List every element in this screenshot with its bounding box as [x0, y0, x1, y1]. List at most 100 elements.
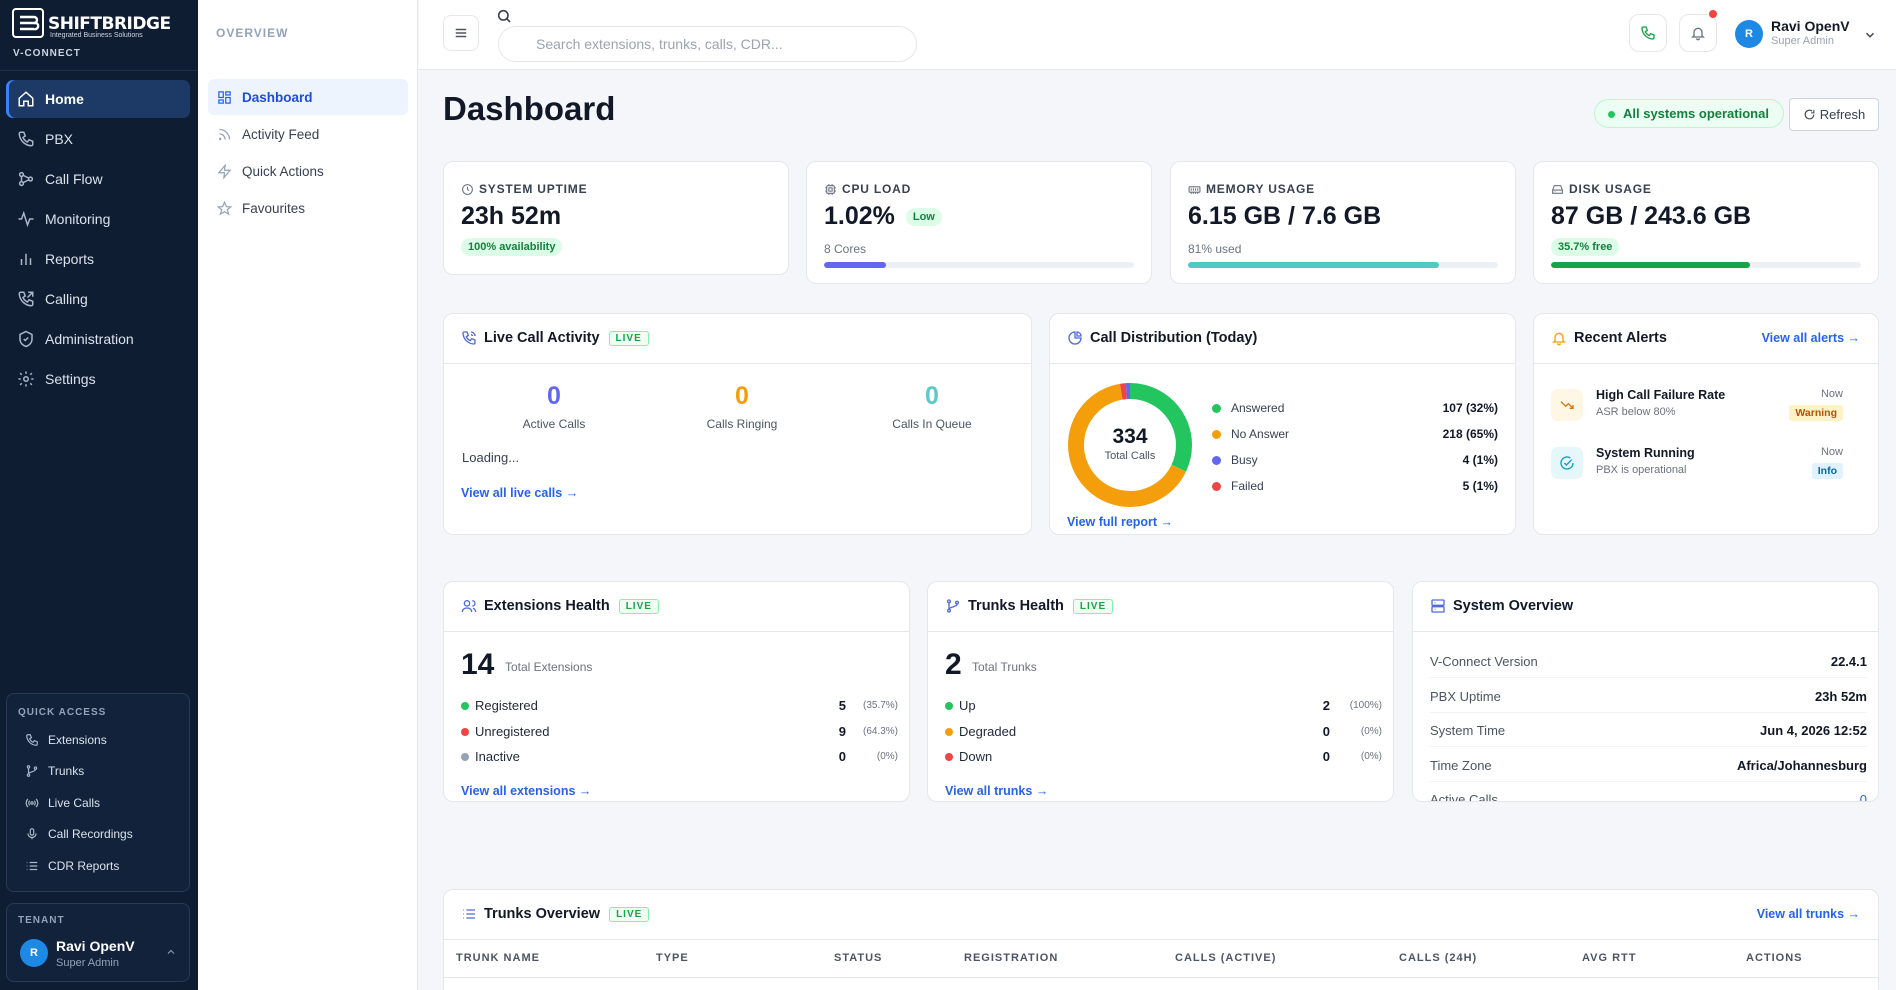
- extensions-health-card: Extensions Health LIVE 14 Total Extensio…: [443, 581, 910, 802]
- sidebar-item-label: Settings: [45, 371, 96, 387]
- sidebar: SHIFTBRIDGE Integrated Business Solution…: [0, 0, 198, 990]
- column-header[interactable]: AVG RTT: [1582, 952, 1637, 964]
- column-header[interactable]: TRUNK NAME: [456, 952, 540, 964]
- top-bar: R Ravi OpenV Super Admin: [419, 0, 1896, 70]
- alert-item[interactable]: High Call Failure Rate ASR below 80% Now…: [1551, 387, 1861, 433]
- shield-icon: [19, 330, 33, 348]
- quick-access-label: CDR Reports: [48, 858, 120, 873]
- sidebar-item-monitoring[interactable]: Monitoring: [6, 200, 190, 238]
- health-name: Up: [959, 698, 976, 713]
- call-distribution-card: Call Distribution (Today) 334 Total Call…: [1049, 313, 1516, 535]
- column-header[interactable]: ACTIONS: [1746, 952, 1803, 964]
- health-value: 9: [838, 724, 846, 739]
- quick-access-extensions[interactable]: Extensions: [13, 724, 183, 756]
- sidebar-item-call-flow[interactable]: Call Flow: [6, 160, 190, 198]
- disk-icon: [1552, 184, 1563, 194]
- system-value: Africa/Johannesburg: [1736, 758, 1867, 773]
- brand-logo[interactable]: SHIFTBRIDGE Integrated Business Solution…: [12, 8, 187, 40]
- health-pct: (0%): [876, 751, 898, 762]
- flow-icon: [18, 171, 34, 187]
- alert-title: High Call Failure Rate: [1596, 388, 1726, 402]
- cpu-card: CPU LOAD 1.02% Low 8 Cores: [806, 161, 1152, 284]
- subnav-item-quick-actions[interactable]: Quick Actions: [208, 153, 408, 189]
- system-key: Time Zone: [1430, 758, 1492, 773]
- column-header[interactable]: CALLS (24H): [1399, 952, 1478, 964]
- load-badge: Low: [905, 208, 942, 227]
- quick-access-cdr-reports[interactable]: CDR Reports: [13, 850, 183, 882]
- subnav-item-activity-feed[interactable]: Activity Feed: [208, 116, 408, 152]
- sidebar-item-pbx[interactable]: PBX: [6, 120, 190, 158]
- phone-button[interactable]: [1629, 14, 1667, 52]
- sidebar-nav: Home PBX Call Flow Monitoring Reports Ca…: [6, 80, 190, 400]
- avatar: R: [20, 939, 48, 967]
- quick-access-label: Live Calls: [48, 795, 101, 810]
- tenant-switcher[interactable]: TENANT R Ravi OpenV Super Admin: [6, 903, 190, 982]
- alert-item[interactable]: System Running PBX is operational Now In…: [1551, 445, 1861, 491]
- subnav-item-label: Dashboard: [242, 89, 313, 105]
- quick-access-call-recordings[interactable]: Call Recordings: [13, 819, 183, 851]
- view-all-trunks-link[interactable]: View all trunks →: [945, 784, 1049, 798]
- donut-segment-busy: [1068, 383, 1192, 507]
- active-calls-value: 0: [547, 382, 561, 410]
- quick-access-live-calls[interactable]: Live Calls: [13, 787, 183, 819]
- product-name: V-CONNECT: [13, 48, 81, 59]
- server-icon: [1431, 599, 1445, 613]
- sidebar-item-calling[interactable]: Calling: [6, 280, 190, 318]
- user-name[interactable]: Ravi OpenV: [1771, 18, 1850, 34]
- uptime-card: SYSTEM UPTIME 23h 52m 100% availability: [443, 161, 789, 275]
- column-header[interactable]: CALLS (ACTIVE): [1175, 952, 1277, 964]
- table-header: TRUNK NAME TYPE STATUS REGISTRATION CALL…: [444, 940, 1878, 978]
- avatar[interactable]: R: [1735, 20, 1763, 48]
- subnav-item-dashboard[interactable]: Dashboard: [208, 79, 408, 115]
- view-full-report-link[interactable]: View full report →: [1067, 515, 1174, 529]
- refresh-button[interactable]: Refresh: [1789, 98, 1879, 131]
- stat-label-text: DISK USAGE: [1569, 182, 1652, 196]
- refresh-label: Refresh: [1819, 107, 1866, 122]
- sidebar-item-administration[interactable]: Administration: [6, 320, 190, 358]
- quick-access-trunks[interactable]: Trunks: [13, 756, 183, 788]
- grid-icon: [218, 90, 231, 104]
- phone-call-icon: [462, 331, 476, 345]
- alert-subtitle: PBX is operational: [1596, 464, 1687, 476]
- column-header[interactable]: REGISTRATION: [964, 952, 1059, 964]
- stat-value-text: 1.02%: [824, 202, 895, 230]
- star-icon: [217, 200, 232, 216]
- view-all-extensions-link[interactable]: View all extensions →: [461, 784, 592, 798]
- card-header: Trunks Overview LIVE View all trunks →: [444, 890, 1878, 940]
- alert-title: System Running: [1596, 446, 1695, 460]
- sidebar-item-home[interactable]: Home: [6, 80, 190, 118]
- search-input[interactable]: [498, 26, 917, 62]
- quick-access-label: Extensions: [48, 732, 107, 747]
- menu-toggle-button[interactable]: [443, 15, 479, 51]
- sidebar-item-reports[interactable]: Reports: [6, 240, 190, 278]
- health-name: Inactive: [475, 749, 520, 764]
- recent-alerts-card: Recent Alerts View all alerts → High Cal…: [1533, 313, 1879, 535]
- memory-progress-fill: [1188, 262, 1440, 268]
- trunks-health-card: Trunks Health LIVE 2 Total Trunks Up 2 (…: [927, 581, 1394, 802]
- column-header[interactable]: TYPE: [656, 952, 689, 964]
- card-title: Extensions Health LIVE: [461, 598, 659, 614]
- notifications-button[interactable]: [1679, 10, 1717, 52]
- gear-icon: [18, 371, 34, 387]
- card-title-text: Trunks Health: [968, 598, 1064, 614]
- view-all-trunks-link[interactable]: View all trunks →: [1756, 907, 1860, 921]
- sidebar-item-settings[interactable]: Settings: [6, 360, 190, 398]
- notification-dot: [1709, 10, 1717, 18]
- subnav-item-favourites[interactable]: Favourites: [208, 190, 408, 226]
- live-badge: LIVE: [618, 598, 659, 614]
- view-all-live-calls-link[interactable]: View all live calls →: [461, 486, 579, 500]
- legend-dot: [1212, 482, 1221, 491]
- view-all-alerts-link[interactable]: View all alerts →: [1761, 331, 1860, 345]
- cpu-icon: [825, 183, 836, 195]
- card-title-text: Extensions Health: [484, 598, 610, 614]
- stat-value: 23h 52m: [461, 202, 562, 230]
- donut-total-label: Total Calls: [1104, 450, 1156, 462]
- health-dot: [945, 702, 953, 710]
- donut-segment-no-answer: [1068, 383, 1192, 507]
- column-header[interactable]: STATUS: [834, 952, 883, 964]
- card-title: System Overview: [1430, 598, 1573, 614]
- stat-sub: 81% used: [1188, 242, 1242, 256]
- chevron-down-icon[interactable]: [1863, 28, 1877, 42]
- status-text: All systems operational: [1623, 106, 1769, 121]
- card-title-text: System Overview: [1453, 598, 1574, 614]
